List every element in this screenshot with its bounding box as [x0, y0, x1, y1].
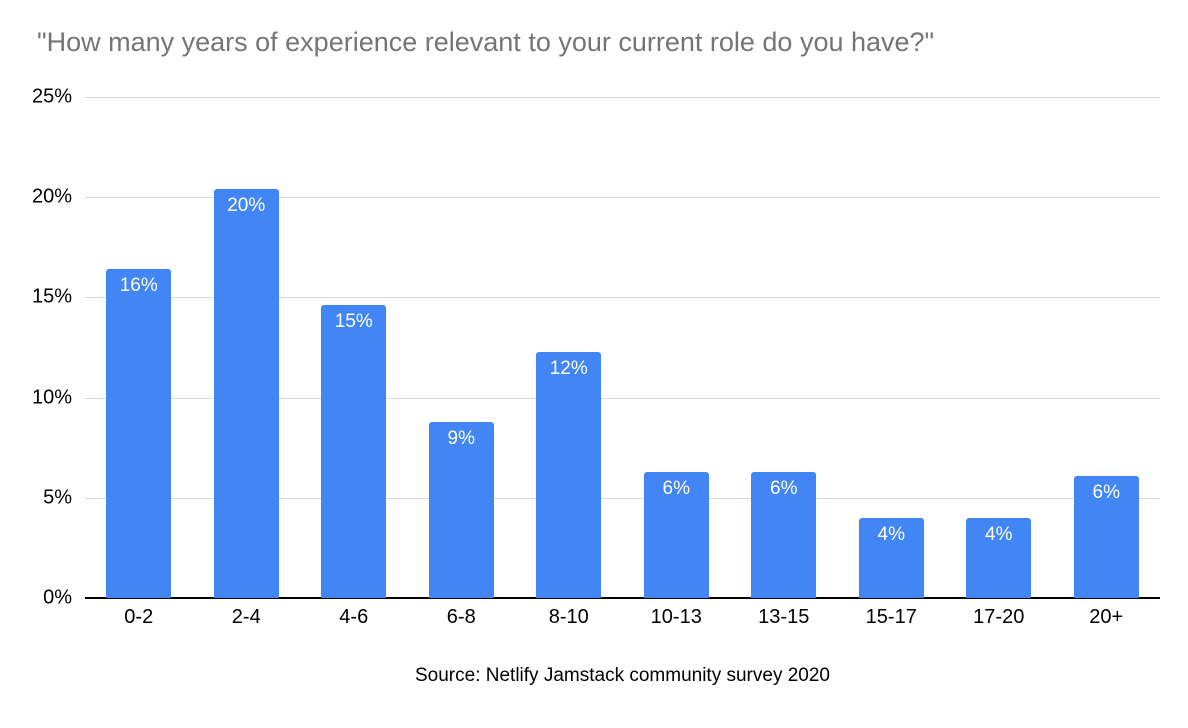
bar-4-6: 15%	[321, 305, 387, 598]
bar-15-17: 4%	[858, 517, 924, 598]
bar-20+: 6%	[1073, 475, 1139, 598]
chart-title: "How many years of experience relevant t…	[37, 27, 935, 57]
plot-area: 16% 20% 15% 9% 12% 6% 6% 4% 4% 6%	[85, 97, 1160, 599]
bar-value-label: 20%	[227, 195, 266, 217]
x-axis: 0-2 2-4 4-6 6-8 8-10 10-13 13-15 15-17 17-20 20+	[85, 606, 1160, 629]
bar-value-label: 4%	[877, 523, 905, 545]
y-axis-tick-label: 5%	[43, 486, 72, 509]
bar-value-label: 6%	[1092, 481, 1120, 503]
y-axis-tick-label: 10%	[31, 386, 72, 409]
bar-slot: 20%	[193, 97, 301, 598]
y-axis-tick-label: 25%	[31, 85, 72, 108]
gridline	[85, 97, 1160, 98]
bars-row: 16% 20% 15% 9% 12% 6% 6% 4% 4% 6%	[85, 97, 1160, 598]
bar-value-label: 16%	[119, 275, 158, 297]
gridline	[85, 497, 1160, 499]
bar-slot: 9%	[408, 97, 516, 598]
x-axis-tick-label: 13-15	[758, 606, 810, 628]
bar-10-13: 6%	[643, 471, 709, 598]
bar-0-2: 16%	[106, 269, 172, 598]
bar-17-20: 4%	[966, 517, 1032, 598]
gridline	[85, 197, 1160, 199]
bar-value-label: 15%	[334, 311, 373, 333]
x-axis-tick-label: 20+	[1089, 606, 1124, 628]
bar-6-8: 9%	[428, 421, 494, 598]
x-axis-tick-label: 4-6	[339, 606, 369, 628]
x-axis-tick-label: 10-13	[650, 606, 702, 628]
bar-slot: 6%	[623, 97, 731, 598]
bar-value-label: 4%	[985, 523, 1013, 545]
x-axis-tick-label: 0-2	[124, 606, 154, 628]
bar-slot: 4%	[945, 97, 1053, 598]
bar-slot: 12%	[515, 97, 623, 598]
x-axis-tick-label: 17-20	[973, 606, 1025, 628]
y-axis-tick-label: 0%	[43, 586, 72, 609]
source-caption: Source: Netlify Jamstack community surve…	[415, 665, 830, 686]
bar-value-label: 12%	[549, 357, 588, 379]
y-axis-tick-label: 20%	[31, 185, 72, 208]
bar-slot: 4%	[838, 97, 946, 598]
bar-value-label: 6%	[770, 477, 798, 499]
x-axis-tick-label: 6-8	[446, 606, 476, 628]
bar-slot: 6%	[1053, 97, 1161, 598]
bar-2-4: 20%	[213, 189, 279, 598]
bar-8-10: 12%	[536, 351, 602, 598]
gridline	[85, 397, 1160, 399]
bar-slot: 6%	[730, 97, 838, 598]
bar-slot: 16%	[85, 97, 193, 598]
bar-slot: 15%	[300, 97, 408, 598]
bar-value-label: 9%	[447, 427, 475, 449]
bar-value-label: 6%	[662, 477, 690, 499]
x-axis-tick-label: 8-10	[548, 606, 589, 628]
x-axis-tick-label: 2-4	[231, 606, 261, 628]
gridline	[85, 297, 1160, 299]
x-axis-baseline	[85, 597, 1160, 599]
y-axis-tick-label: 15%	[31, 285, 72, 308]
x-axis-tick-label: 15-17	[865, 606, 917, 628]
bar-13-15: 6%	[751, 471, 817, 598]
